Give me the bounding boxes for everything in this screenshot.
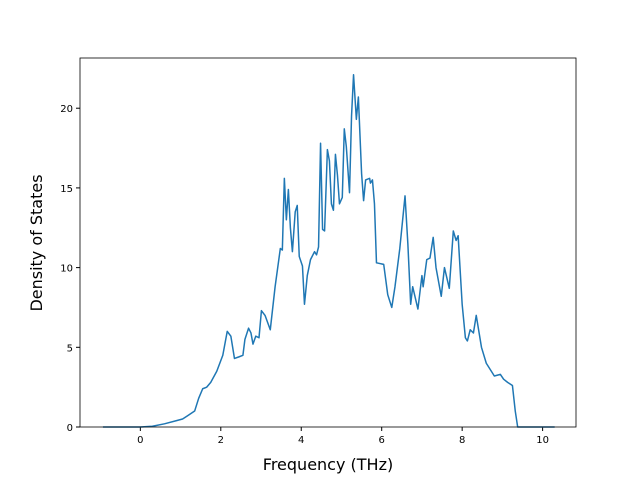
y-tick-label: 15	[60, 184, 73, 195]
y-tick-label: 0	[67, 423, 73, 434]
x-tick-label: 6	[379, 435, 385, 446]
x-tick-label: 0	[137, 435, 143, 446]
y-tick-label: 20	[60, 104, 73, 115]
x-tick-label: 4	[298, 435, 304, 446]
y-tick-label: 10	[60, 264, 73, 275]
x-tick-label: 2	[218, 435, 224, 446]
plot-frame	[79, 57, 577, 428]
data-line	[102, 73, 555, 428]
y-axis-label: Density of States	[27, 174, 46, 311]
x-tick-label: 8	[459, 435, 465, 446]
x-axis-label: Frequency (THz)	[263, 455, 393, 474]
x-tick-label: 10	[536, 435, 549, 446]
y-tick-label: 5	[67, 343, 73, 354]
